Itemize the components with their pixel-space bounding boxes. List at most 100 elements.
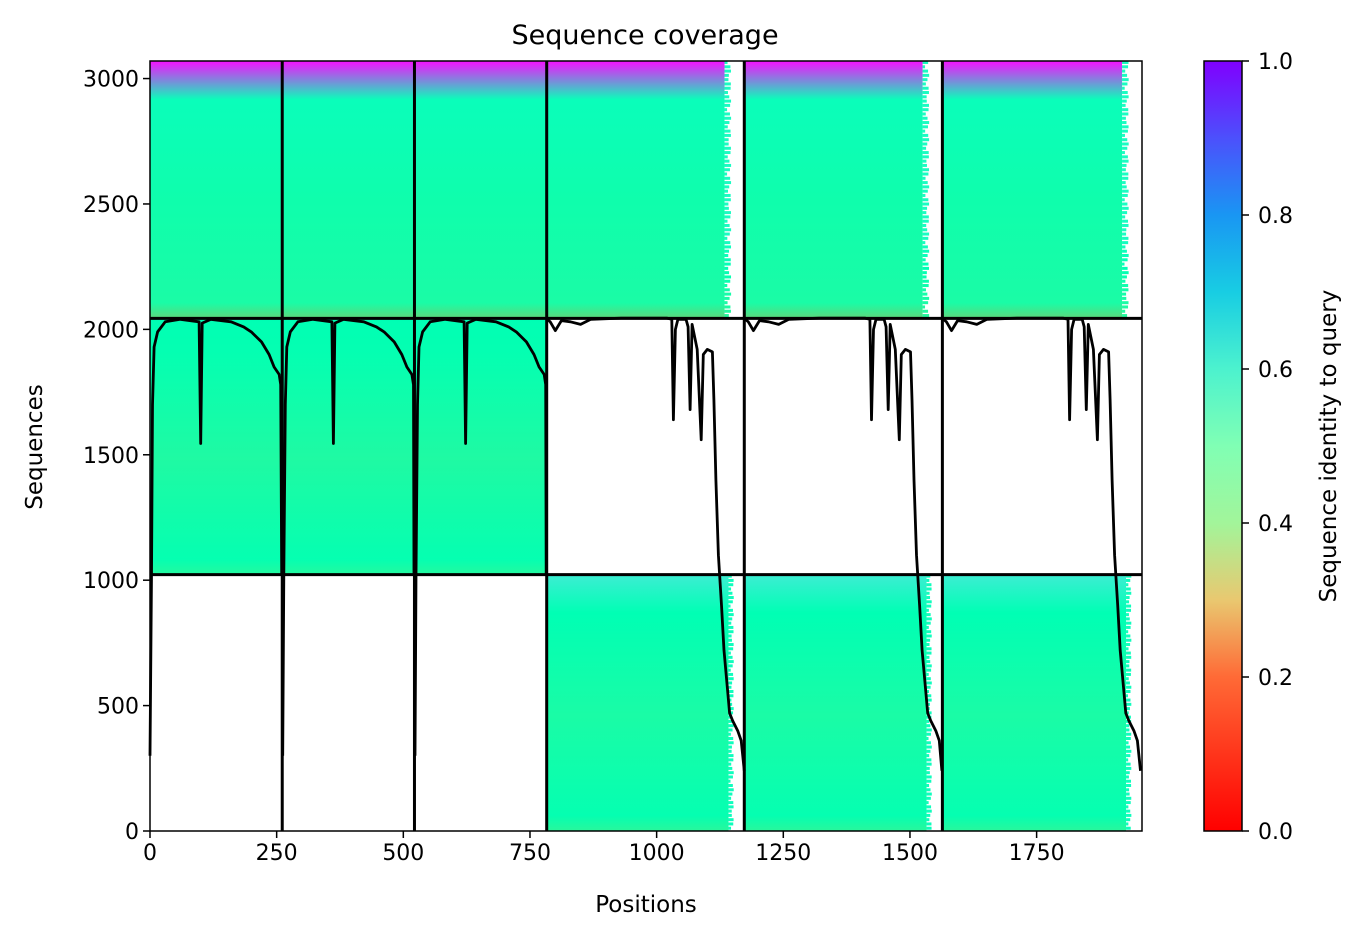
partial-coverage-row: [728, 775, 733, 779]
partial-coverage-row: [724, 61, 728, 65]
partial-coverage-row: [922, 163, 927, 167]
partial-coverage-row: [1122, 266, 1128, 270]
partial-coverage-row: [1122, 69, 1126, 73]
colorbar-tick-label: 0.2: [1258, 666, 1293, 691]
partial-coverage-row: [728, 651, 731, 655]
partial-coverage-row: [1126, 762, 1131, 766]
partial-coverage-row: [922, 284, 929, 288]
partial-coverage-row: [926, 672, 929, 676]
partial-coverage-row: [1122, 65, 1129, 69]
chart-title: Sequence coverage: [511, 20, 778, 51]
partial-coverage-row: [926, 685, 931, 689]
partial-coverage-row: [1122, 241, 1129, 245]
partial-coverage-row: [728, 792, 733, 796]
partial-coverage-row: [922, 108, 929, 112]
partial-coverage-row: [926, 741, 931, 745]
partial-coverage-row: [922, 193, 926, 197]
colorbar-tick-label: 0.6: [1258, 358, 1293, 383]
partial-coverage-row: [922, 296, 930, 300]
partial-coverage-row: [922, 61, 929, 65]
partial-coverage-row: [922, 133, 929, 137]
x-tick-label: 1500: [882, 841, 938, 866]
partial-coverage-row: [728, 754, 734, 758]
partial-coverage-row: [728, 655, 733, 659]
partial-coverage-row: [922, 198, 929, 202]
partial-coverage-row: [1126, 617, 1130, 621]
partial-coverage-row: [922, 138, 930, 142]
partial-coverage-row: [728, 625, 734, 629]
partial-coverage-row: [922, 223, 927, 227]
partial-coverage-row: [1122, 189, 1129, 193]
partial-coverage-row: [1126, 707, 1130, 711]
partial-coverage-row: [1122, 95, 1129, 99]
partial-coverage-row: [922, 262, 929, 266]
partial-coverage-row: [728, 690, 734, 694]
x-tick-label: 250: [256, 841, 298, 866]
partial-coverage-row: [1122, 82, 1128, 86]
partial-coverage-row: [728, 634, 732, 638]
partial-coverage-row: [1126, 805, 1129, 809]
partial-coverage-row: [1126, 826, 1131, 830]
partial-coverage-row: [724, 146, 731, 150]
partial-coverage-row: [922, 241, 926, 245]
partial-coverage-row: [922, 206, 928, 210]
partial-coverage-row: [728, 604, 731, 608]
partial-coverage-row: [1122, 146, 1128, 150]
partial-coverage-row: [922, 125, 928, 129]
partial-coverage-row: [1122, 284, 1129, 288]
partial-coverage-row: [1122, 181, 1126, 185]
partial-coverage-row: [1122, 168, 1126, 172]
partial-coverage-row: [1126, 728, 1130, 732]
partial-coverage-row: [724, 116, 732, 120]
partial-coverage-row: [1122, 61, 1129, 65]
partial-coverage-row: [724, 155, 728, 159]
partial-coverage-row: [926, 591, 930, 595]
coverage-block: [942, 61, 1123, 319]
partial-coverage-row: [724, 314, 729, 318]
partial-coverage-row: [922, 142, 928, 146]
partial-coverage-row: [1122, 155, 1128, 159]
partial-coverage-row: [728, 719, 733, 723]
colorbar-tick-label: 1.0: [1258, 50, 1293, 75]
partial-coverage-row: [1126, 711, 1129, 715]
partial-coverage-row: [724, 219, 728, 223]
partial-coverage-row: [724, 215, 731, 219]
partial-coverage-row: [926, 587, 932, 591]
partial-coverage-row: [1122, 301, 1129, 305]
partial-coverage-row: [926, 796, 931, 800]
coverage-block: [282, 318, 415, 575]
partial-coverage-row: [1126, 732, 1132, 736]
partial-coverage-row: [926, 792, 932, 796]
partial-coverage-row: [724, 288, 730, 292]
partial-coverage-row: [724, 198, 731, 202]
partial-coverage-row: [1122, 133, 1125, 137]
partial-coverage-row: [1126, 775, 1129, 779]
partial-coverage-row: [728, 784, 733, 787]
partial-coverage-row: [922, 95, 927, 99]
partial-coverage-row: [1122, 108, 1129, 112]
y-tick-label: 500: [97, 695, 139, 720]
partial-coverage-row: [1126, 587, 1131, 591]
partial-coverage-row: [728, 749, 732, 753]
partial-coverage-row: [926, 664, 932, 668]
partial-coverage-row: [926, 625, 929, 629]
coverage-block: [942, 574, 1127, 831]
partial-coverage-row: [926, 818, 930, 822]
partial-coverage-row: [728, 660, 734, 664]
partial-coverage-row: [728, 779, 731, 783]
y-tick-label: 2000: [83, 318, 139, 343]
partial-coverage-row: [922, 86, 929, 90]
partial-coverage-row: [1126, 643, 1131, 647]
partial-coverage-row: [926, 630, 932, 634]
partial-coverage-row: [922, 155, 929, 159]
partial-coverage-row: [1126, 677, 1129, 681]
partial-coverage-row: [1122, 125, 1129, 129]
partial-coverage-row: [724, 73, 729, 77]
colorbar: [1203, 60, 1243, 832]
coverage-block: [546, 61, 725, 319]
partial-coverage-row: [1126, 668, 1132, 672]
partial-coverage-row: [728, 613, 734, 617]
partial-coverage-row: [728, 826, 732, 830]
partial-coverage-row: [724, 309, 731, 313]
partial-coverage-row: [728, 587, 732, 591]
